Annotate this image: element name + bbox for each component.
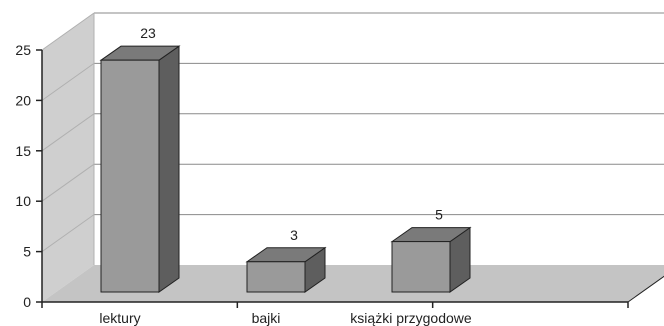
axes bbox=[36, 49, 664, 308]
bar bbox=[391, 241, 451, 293]
bars bbox=[99, 45, 472, 293]
data-label: 3 bbox=[290, 227, 298, 243]
gridline-side bbox=[41, 12, 95, 51]
bar bbox=[246, 261, 306, 293]
labels: 23 lektury 3 bajki 5 książki przygodowe 0 5 10 15… bbox=[15, 25, 471, 326]
category-label: książki przygodowe bbox=[350, 310, 472, 326]
data-label: 23 bbox=[140, 25, 156, 41]
y-tick-label: 10 bbox=[15, 193, 31, 209]
bar bbox=[100, 59, 160, 293]
y-tick-label: 20 bbox=[15, 92, 31, 108]
chart-walls bbox=[42, 13, 664, 302]
back-wall bbox=[94, 13, 664, 265]
y-tick-label: 15 bbox=[15, 143, 31, 159]
category-label: bajki bbox=[252, 310, 281, 326]
floor bbox=[42, 265, 664, 302]
gridlines bbox=[41, 12, 664, 265]
bar-side bbox=[158, 45, 180, 293]
y-tick-label: 0 bbox=[23, 294, 31, 310]
gridline-side bbox=[41, 113, 95, 152]
gridline-side bbox=[41, 62, 95, 101]
side-wall bbox=[42, 13, 94, 302]
y-tick-label: 25 bbox=[15, 42, 31, 58]
gridline-side bbox=[41, 163, 95, 202]
data-label: 5 bbox=[435, 207, 443, 223]
gridline-side bbox=[41, 214, 95, 253]
category-label: lektury bbox=[99, 310, 140, 326]
y-tick-label: 5 bbox=[23, 244, 31, 260]
floor-edge bbox=[627, 275, 664, 303]
